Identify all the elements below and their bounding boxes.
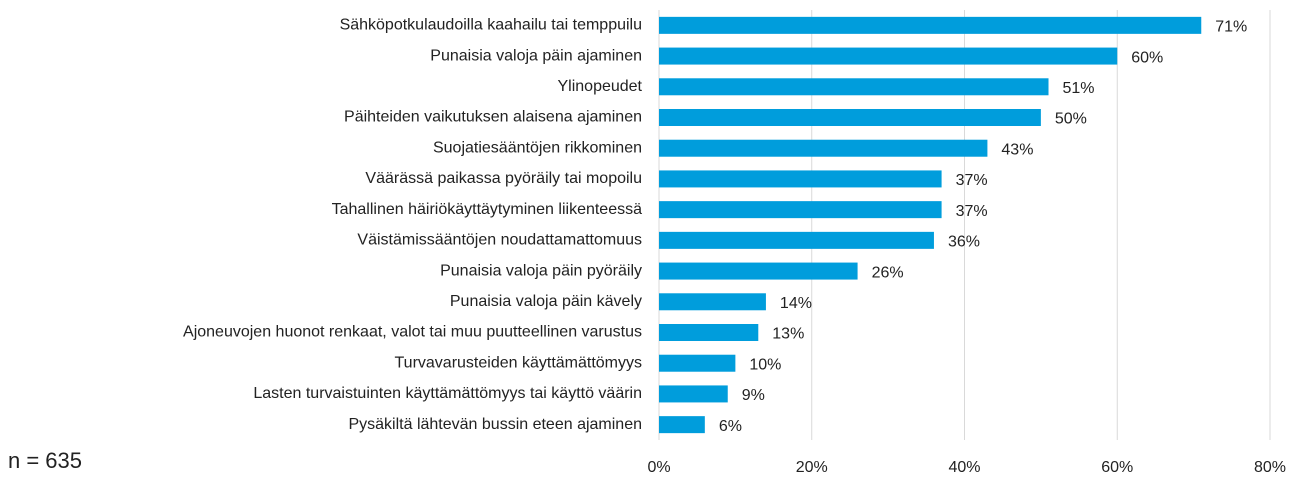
annotation: n = 635 <box>8 448 82 473</box>
value-label: 10% <box>749 356 781 373</box>
y-tick-label: Punaisia valoja päin ajaminen <box>430 47 642 64</box>
value-label: 9% <box>742 387 765 404</box>
y-tick-label: Ajoneuvojen huonot renkaat, valot tai mu… <box>183 324 642 341</box>
x-tick-label: 60% <box>1101 459 1133 476</box>
bar <box>659 47 1118 65</box>
bar <box>659 139 988 157</box>
y-tick-label: Sähköpotkulaudoilla kaahailu tai temppui… <box>340 17 642 34</box>
y-tick-label: Punaisia valoja päin pyöräily <box>440 262 642 279</box>
y-tick-label: Tahallinen häiriökäyttäytyminen liikente… <box>332 201 642 218</box>
x-tick-label: 80% <box>1254 459 1286 476</box>
value-label: 13% <box>772 326 804 343</box>
value-label: 51% <box>1063 80 1095 97</box>
y-tick-label: Lasten turvaistuinten käyttämättömyys ta… <box>253 385 642 402</box>
bar <box>659 416 705 434</box>
value-label: 43% <box>1001 141 1033 158</box>
bar <box>659 324 759 341</box>
value-label: 71% <box>1215 19 1247 36</box>
bar <box>659 354 736 372</box>
y-tick-label: Pysäkiltä lähtevän bussin eteen ajaminen <box>348 416 642 433</box>
value-label: 26% <box>872 264 904 281</box>
x-tick-label: 0% <box>647 459 670 476</box>
bar <box>659 78 1049 96</box>
value-label: 14% <box>780 295 812 312</box>
bar <box>659 231 934 249</box>
bar <box>659 109 1041 126</box>
y-tick-label: Väistämissääntöjen noudattamattomuus <box>357 232 642 249</box>
bar <box>659 170 942 188</box>
y-tick-label: Ylinopeudet <box>557 78 642 95</box>
value-label: 37% <box>956 172 988 189</box>
bar <box>659 293 766 311</box>
value-label: 36% <box>948 234 980 251</box>
y-tick-label: Turvavarusteiden käyttämättömyys <box>395 354 643 371</box>
x-tick-label: 20% <box>796 459 828 476</box>
value-label: 60% <box>1131 49 1163 66</box>
bar <box>659 201 942 219</box>
y-tick-label: Punaisia valoja päin kävely <box>450 293 642 310</box>
bar <box>659 385 728 403</box>
value-label: 37% <box>956 203 988 220</box>
x-tick-label: 40% <box>948 459 980 476</box>
y-tick-label: Suojatiesääntöjen rikkominen <box>433 139 642 156</box>
value-label: 50% <box>1055 111 1087 128</box>
value-label: 6% <box>719 418 742 435</box>
y-tick-label: Väärässä paikassa pyöräily tai mopoilu <box>365 170 642 187</box>
y-tick-label: Päihteiden vaikutuksen alaisena ajaminen <box>344 109 642 126</box>
bar <box>659 262 858 280</box>
bar <box>659 16 1202 34</box>
